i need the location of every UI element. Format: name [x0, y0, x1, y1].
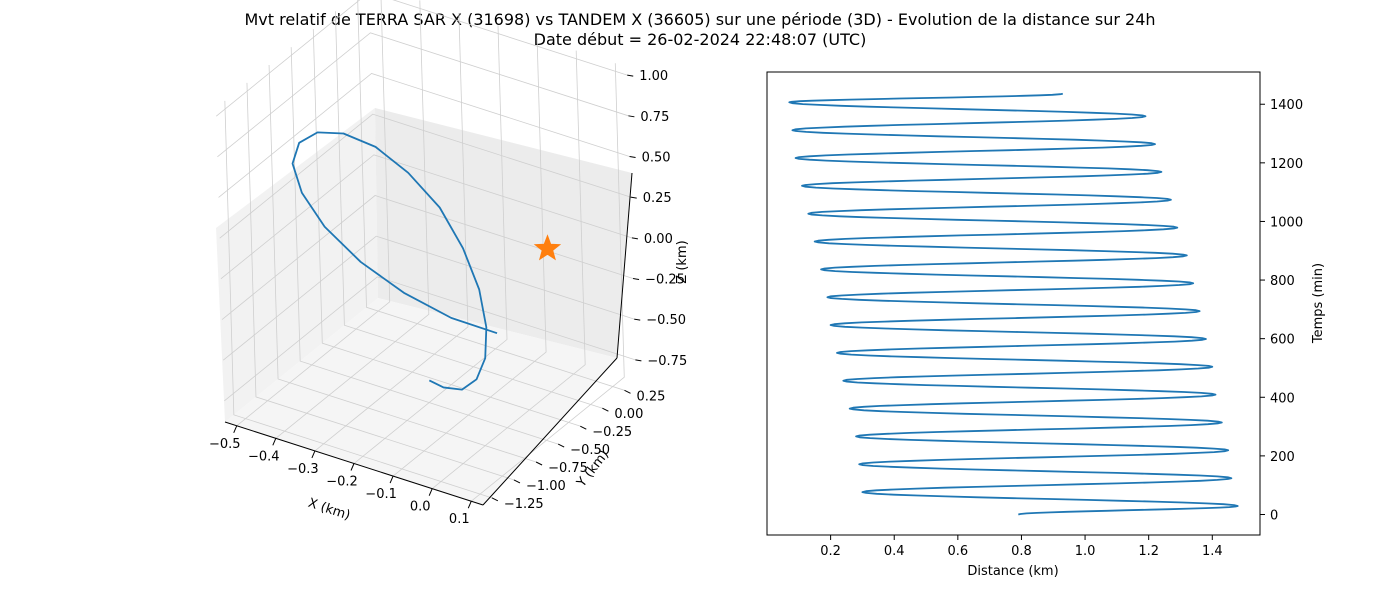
- x-tick-label: 1.0: [1075, 544, 1096, 559]
- y-gridline: [290, 47, 559, 445]
- plot-frame: [766, 71, 1261, 536]
- x-tick-label: −0.3: [287, 462, 319, 477]
- z-tick-label: −0.75: [647, 354, 687, 369]
- z-tick-label: 1.00: [639, 69, 668, 84]
- relative-orbit-3d-plot: −0.5 −0.4 −0.3 −0.2 −0.1 0.0 0.1 0.25 0.00 −0.25 −…: [209, 0, 690, 527]
- y-gridline: [334, 11, 603, 409]
- z-gridline: [219, 113, 631, 239]
- orbit-line: [291, 131, 498, 391]
- z-tick-mark: [628, 115, 635, 118]
- y-tick-label: 1000: [1270, 215, 1303, 230]
- y-tick-label: 0.00: [614, 407, 643, 422]
- z-tick-mark: [629, 155, 636, 158]
- x-tick-mark: [428, 488, 433, 496]
- y-tick-label: 1400: [1270, 98, 1303, 113]
- z-gridline: [222, 235, 635, 361]
- z-tick-mark: [634, 318, 641, 321]
- figure-title-line2: Date début = 26-02-2024 22:48:07 (UTC): [534, 30, 867, 49]
- y-tick-mark: [535, 461, 543, 466]
- x-gridline: [353, 25, 508, 464]
- x-tick-mark: [389, 475, 394, 484]
- x-tick-label: 1.4: [1202, 544, 1223, 559]
- grid-3d: [215, 0, 636, 502]
- x-tick-mark: [272, 438, 277, 446]
- z-gridline: [224, 276, 636, 402]
- z-gridline: [217, 32, 629, 158]
- back-pane-x: [216, 108, 378, 422]
- z-axis-label-3d: Z (km): [675, 240, 690, 283]
- orbit-series: [291, 131, 562, 391]
- x-tick-label: 0.0: [410, 500, 431, 515]
- y-tick-label: −0.50: [570, 443, 610, 458]
- y-tick-mark: [557, 443, 565, 448]
- y-gridline: [246, 82, 515, 481]
- z-tick-mark: [631, 237, 638, 240]
- x-tick-mark: [350, 463, 355, 471]
- y-tick-label: −1.25: [504, 497, 544, 512]
- y-tick-label: 1200: [1270, 157, 1303, 172]
- x-gridline: [314, 12, 469, 452]
- y-tick-mark: [602, 407, 609, 412]
- y-tick-label: 200: [1270, 450, 1295, 465]
- y-tick-label: −1.00: [526, 479, 566, 494]
- z-tick-mark: [630, 196, 637, 199]
- z-gridline: [218, 73, 630, 198]
- z-tick-mark: [627, 74, 634, 77]
- start-star-marker: [533, 234, 562, 261]
- x-tick-label: 0.8: [1011, 544, 1032, 559]
- y-gridline: [224, 100, 492, 499]
- distance-time-plot: 0.2 0.4 0.6 0.8 1.0 1.2 1.4 0 200 400 600 800 1000 12…: [766, 71, 1326, 579]
- z-gridline: [215, 0, 628, 117]
- z-gridline: [220, 154, 633, 280]
- x-gridline: [471, 63, 625, 502]
- z-tick-label: −0.50: [646, 313, 686, 328]
- y-axis-label-2d: Temps (min): [1311, 263, 1326, 344]
- y-tick-label: −0.75: [548, 461, 588, 476]
- x-tick-label: 0.1: [449, 512, 470, 527]
- y-tick-label: 800: [1270, 274, 1295, 289]
- x-tick-label: 0.2: [820, 544, 841, 559]
- x-tick-label: −0.5: [209, 437, 241, 452]
- x-gridline: [275, 0, 430, 439]
- x-tick-label: 0.4: [884, 544, 905, 559]
- x-tick-label: −0.4: [248, 449, 280, 464]
- y-tick-mark: [580, 425, 587, 430]
- x-axis-label-3d: X (km): [306, 496, 352, 524]
- y-tick-mark: [513, 479, 521, 484]
- figure-title-line1: Mvt relatif de TERRA SAR X (31698) vs TA…: [244, 10, 1155, 29]
- y-tick-label: 600: [1270, 333, 1295, 348]
- x-axis-label-2d: Distance (km): [967, 564, 1058, 579]
- x-tick-mark: [311, 450, 316, 459]
- x-gridline: [236, 0, 391, 427]
- back-pane-y: [375, 108, 632, 358]
- y-gridline: [268, 64, 537, 463]
- y-tick-label: 0.25: [637, 389, 666, 404]
- x-gridline: [392, 38, 547, 477]
- y-tick-label: 400: [1270, 391, 1295, 406]
- distance-line: [788, 92, 1239, 516]
- distance-series: [788, 92, 1239, 516]
- z-tick-mark: [632, 278, 640, 280]
- z-tick-mark: [635, 359, 642, 362]
- x-tick-mark: [467, 501, 472, 509]
- z-tick-label: 0.75: [640, 110, 669, 125]
- y-gridline: [357, 0, 625, 391]
- x-tick-mark: [233, 425, 238, 433]
- y-tick-label: −0.25: [592, 425, 632, 440]
- x-tick-label: −0.2: [326, 475, 358, 490]
- x-gridline: [431, 50, 586, 489]
- y-tick-mark: [624, 389, 631, 394]
- y-tick-label: 0: [1270, 508, 1278, 523]
- y-tick-mark: [491, 497, 499, 502]
- z-tick-label: 0.50: [642, 150, 671, 165]
- ticks-2d: 0.2 0.4 0.6 0.8 1.0 1.2 1.4 0 200 400 600 800 1000 12…: [820, 98, 1303, 559]
- x-tick-label: 1.2: [1138, 544, 1159, 559]
- z-tick-label: 0.25: [643, 191, 672, 206]
- ticks-3d: −0.5 −0.4 −0.3 −0.2 −0.1 0.0 0.1 0.25 0.00 −0.25 −…: [209, 69, 687, 527]
- x-tick-label: 0.6: [947, 544, 968, 559]
- z-tick-label: 0.00: [644, 232, 673, 247]
- z-tick-label: −0.25: [645, 273, 685, 288]
- x-tick-label: −0.1: [365, 487, 397, 502]
